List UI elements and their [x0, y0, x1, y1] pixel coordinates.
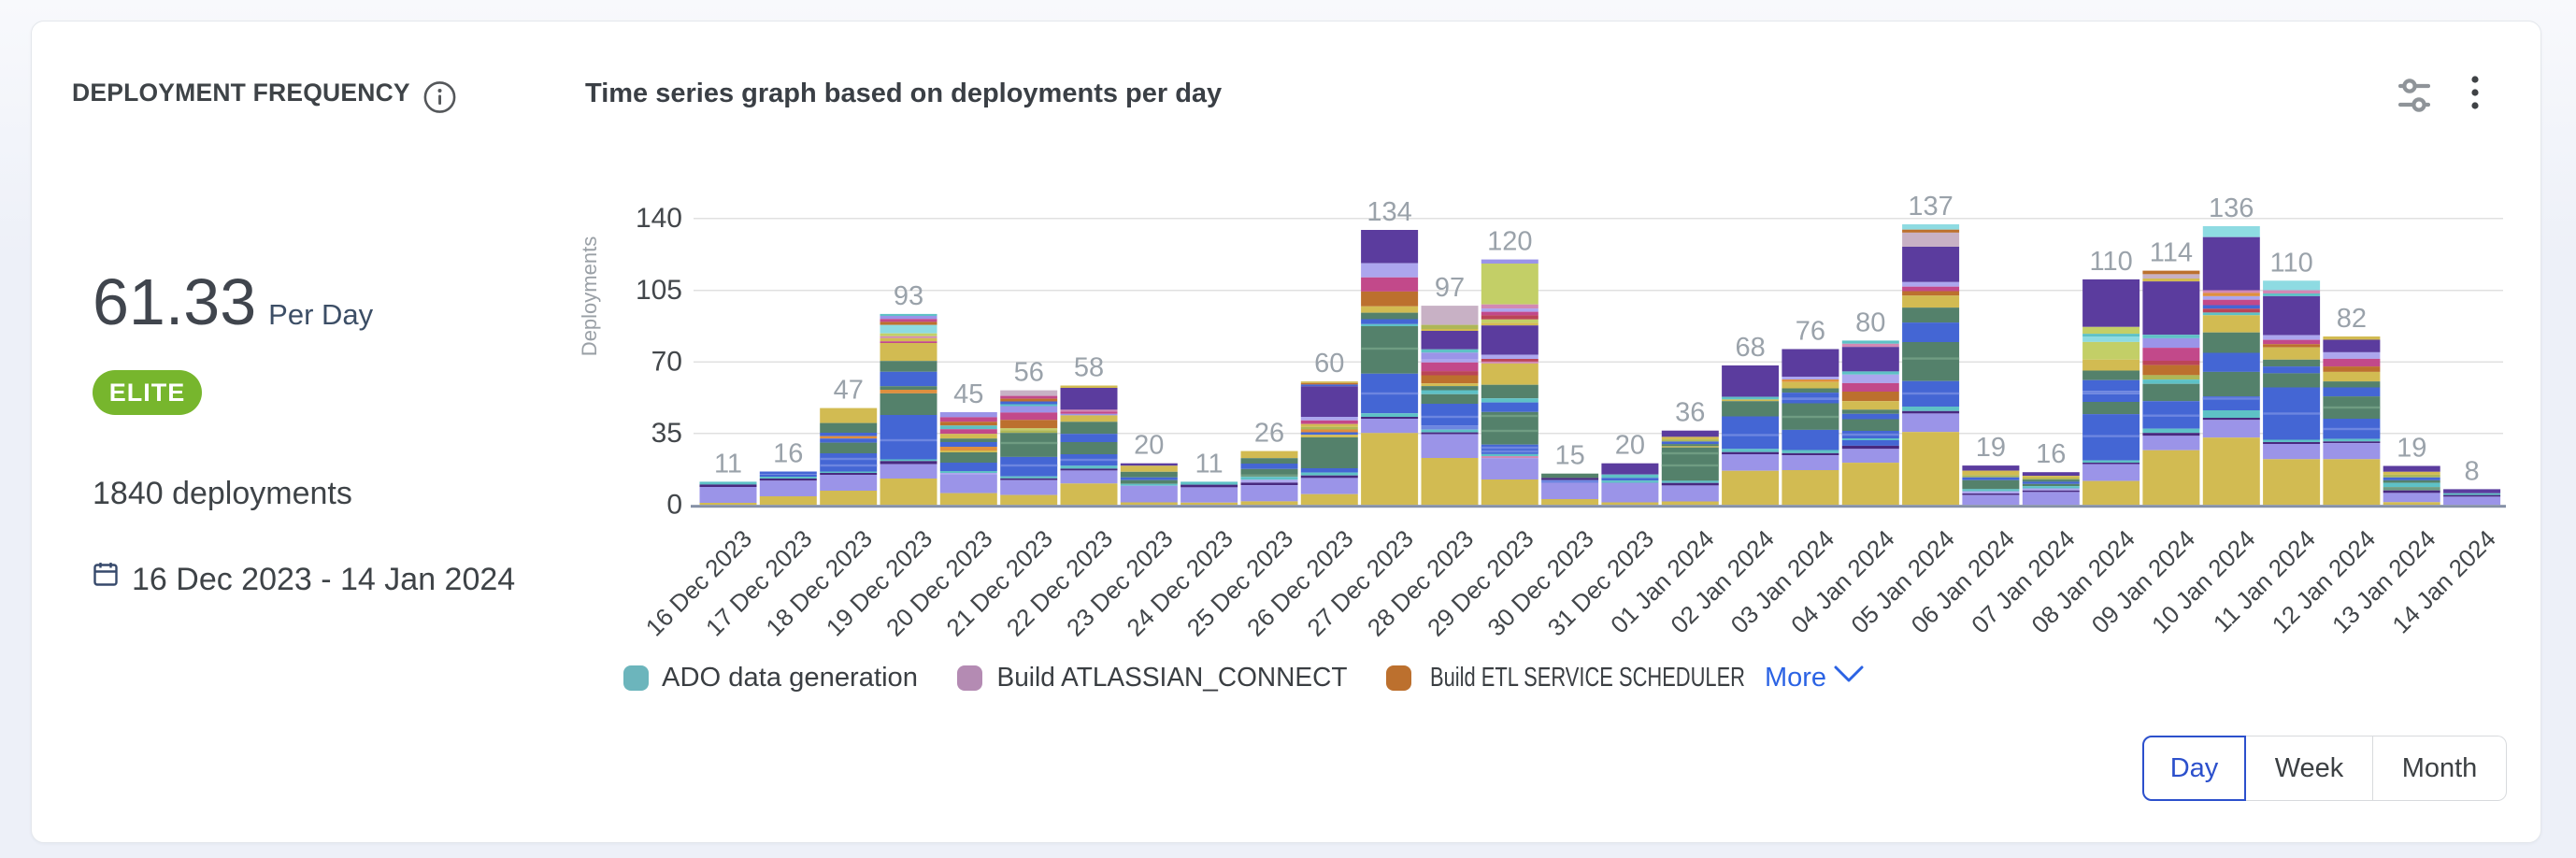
svg-text:26: 26: [1254, 419, 1284, 449]
svg-text:134: 134: [1367, 197, 1411, 227]
svg-text:105: 105: [636, 275, 682, 306]
svg-text:Deployments: Deployments: [578, 236, 601, 356]
svg-text:ADO data generation: ADO data generation: [662, 663, 918, 693]
svg-text:45: 45: [953, 379, 983, 409]
svg-text:More: More: [1765, 663, 1826, 693]
svg-text:60: 60: [1314, 349, 1344, 379]
svg-text:11: 11: [1195, 449, 1224, 479]
svg-text:70: 70: [651, 347, 682, 378]
svg-text:68: 68: [1735, 333, 1765, 363]
svg-text:80: 80: [1855, 307, 1885, 337]
svg-text:58: 58: [1074, 353, 1104, 383]
svg-text:136: 136: [2209, 193, 2254, 223]
svg-text:15: 15: [1554, 441, 1584, 471]
svg-text:110: 110: [2269, 248, 2312, 278]
svg-text:56: 56: [1014, 358, 1044, 388]
svg-text:110: 110: [2089, 247, 2132, 277]
svg-text:76: 76: [1796, 317, 1825, 347]
svg-text:120: 120: [1487, 227, 1532, 257]
svg-text:140: 140: [636, 203, 682, 234]
svg-text:11: 11: [714, 449, 742, 479]
svg-text:20: 20: [1134, 431, 1164, 461]
svg-text:16: 16: [2036, 439, 2066, 469]
svg-text:36: 36: [1675, 398, 1705, 428]
svg-text:19: 19: [2397, 434, 2426, 464]
svg-text:137: 137: [1908, 192, 1953, 222]
svg-text:0: 0: [666, 490, 682, 521]
svg-text:35: 35: [651, 418, 682, 449]
svg-text:47: 47: [834, 376, 864, 406]
svg-text:8: 8: [2465, 456, 2480, 486]
svg-text:Build ATLASSIAN_CONNECT: Build ATLASSIAN_CONNECT: [997, 663, 1348, 693]
svg-text:97: 97: [1435, 273, 1465, 303]
svg-text:20: 20: [1615, 431, 1645, 461]
svg-text:Build ETL SERVICE SCHEDULER: Build ETL SERVICE SCHEDULER: [1430, 663, 1745, 693]
svg-text:114: 114: [2150, 238, 2193, 268]
svg-text:19: 19: [1976, 433, 2006, 463]
svg-text:82: 82: [2337, 304, 2367, 334]
svg-text:16: 16: [773, 439, 803, 469]
svg-text:93: 93: [894, 281, 923, 311]
